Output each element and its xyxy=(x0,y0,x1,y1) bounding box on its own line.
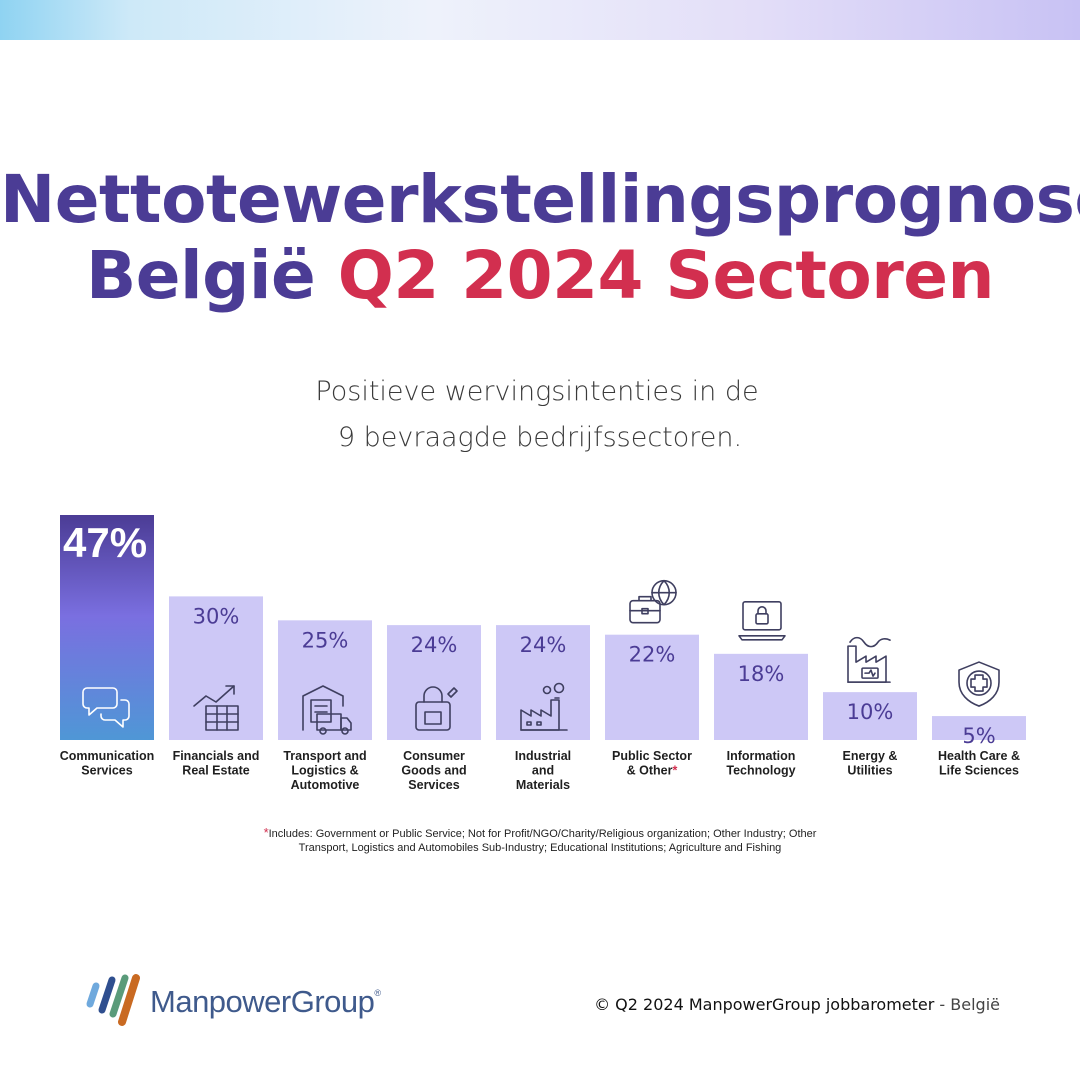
growth-chart-icon xyxy=(193,685,239,731)
title-quarter: Q2 2024 xyxy=(337,237,644,314)
power-plant-icon xyxy=(847,636,891,683)
medical-shield-icon xyxy=(958,661,1000,707)
warehouse-truck-icon xyxy=(302,685,352,735)
footnote-line2: Transport, Logistics and Automobiles Sub… xyxy=(298,842,782,854)
subtitle-line1: Positieve wervingsintenties in de xyxy=(315,376,759,407)
bar-value-label-5: 24% xyxy=(520,633,567,657)
bar-value-label-4: 24% xyxy=(411,633,458,657)
category-label-5: Industrial and Materials xyxy=(515,749,571,792)
bar-value-label-9: 5% xyxy=(962,724,995,748)
bar-7 xyxy=(714,653,808,740)
title-sectors: Sectoren xyxy=(665,237,995,314)
briefcase-globe-icon xyxy=(629,579,677,624)
bar-value-label-1: 47% xyxy=(63,519,147,566)
category-label-3: Transport and Logistics & Automotive xyxy=(283,749,366,792)
bar-3 xyxy=(278,620,372,740)
shopping-bag-icon xyxy=(415,686,458,731)
copyright-note: © Q2 2024 ManpowerGroup jobbarometer - B… xyxy=(594,995,1000,1014)
category-label-6: Public Sector & Other* xyxy=(612,749,692,778)
bar-6 xyxy=(605,634,699,740)
bar-8 xyxy=(823,692,917,740)
bar-value-label-7: 18% xyxy=(738,662,785,686)
bar-4 xyxy=(387,625,481,740)
copyright-region: - België xyxy=(934,995,1000,1014)
logo-mark-icon xyxy=(86,974,140,1026)
top-gradient-band xyxy=(0,0,1080,40)
category-label-8: Energy & Utilities xyxy=(843,749,898,778)
footnote: *Includes: Government or Public Service;… xyxy=(0,826,1080,855)
category-label-4: Consumer Goods and Services xyxy=(401,749,466,792)
page-title-line2: België Q2 2024 Sectoren xyxy=(0,238,1080,314)
factory-icon xyxy=(520,682,568,731)
bar-1 xyxy=(60,515,154,740)
bar-2 xyxy=(169,596,263,740)
footnote-marker: * xyxy=(263,825,269,840)
laptop-lock-icon xyxy=(738,601,786,641)
logo-registered: ® xyxy=(374,988,381,998)
category-label-2: Financials and Real Estate xyxy=(173,749,260,778)
bar-5 xyxy=(496,625,590,740)
title-country: België xyxy=(85,237,316,314)
bar-value-label-3: 25% xyxy=(302,628,349,652)
page-title-line1: Nettotewerkstellingsprognose xyxy=(0,161,1080,238)
manpowergroup-logo: ManpowerGroup® xyxy=(80,970,400,1030)
logo-wordmark: ManpowerGroup xyxy=(150,984,375,1019)
footnote-line1: Includes: Government or Public Service; … xyxy=(268,828,817,840)
category-label-1: Communication Services xyxy=(60,749,154,778)
bar-value-label-6: 22% xyxy=(629,643,676,667)
category-label-7: Information Technology xyxy=(726,749,795,778)
chat-bubbles-icon xyxy=(82,687,130,728)
bar-9 xyxy=(932,716,1026,740)
category-label-9: Health Care & Life Sciences xyxy=(938,749,1020,778)
subtitle-line2: 9 bevraagde bedrijfssectoren. xyxy=(337,422,743,453)
copyright-main: © Q2 2024 ManpowerGroup jobbarometer xyxy=(594,995,935,1014)
bar-value-label-8: 10% xyxy=(847,700,894,724)
bar-value-label-2: 30% xyxy=(193,604,240,628)
